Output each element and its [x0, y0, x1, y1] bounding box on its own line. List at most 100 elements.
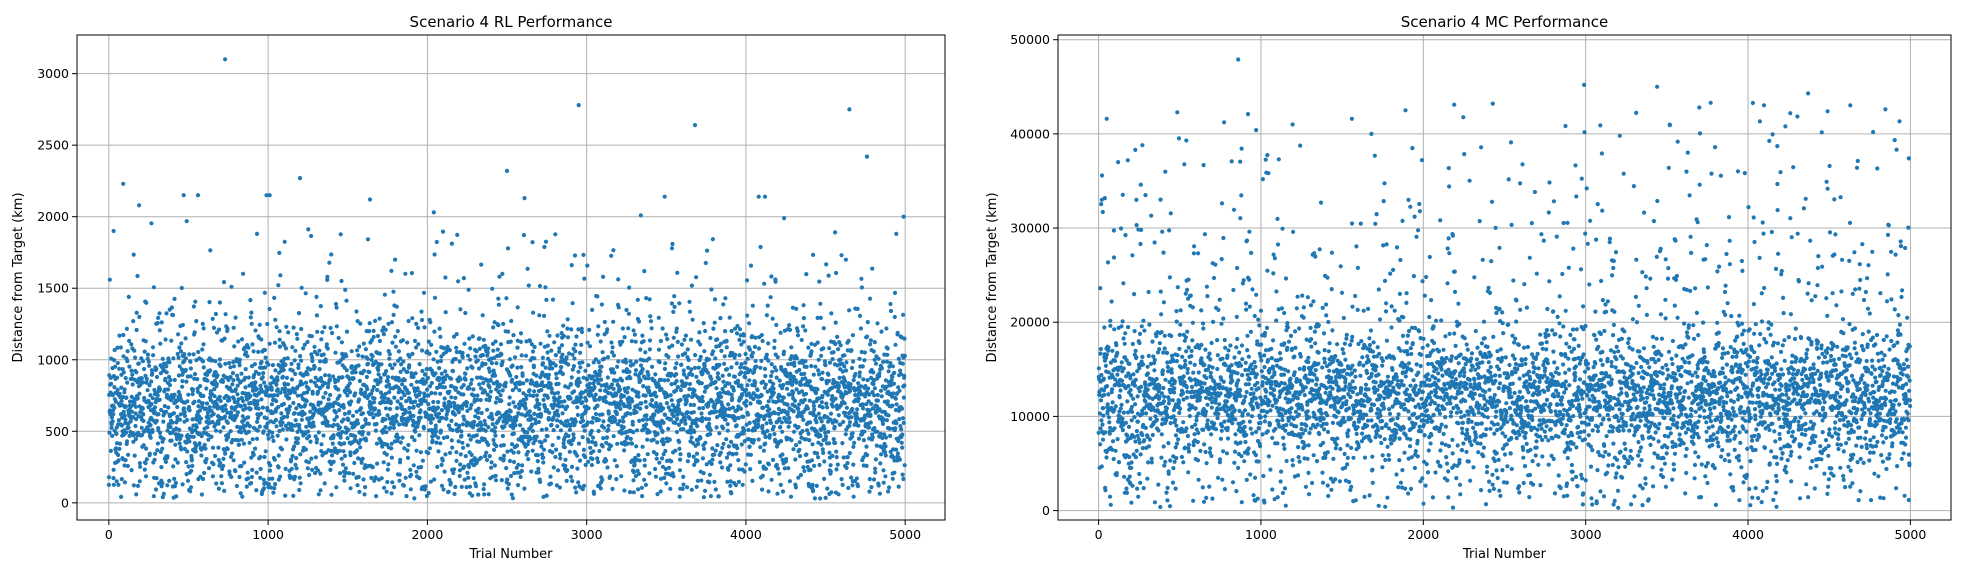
rl-data-point	[242, 460, 247, 465]
rl-data-point	[117, 446, 122, 451]
rl-data-point	[748, 452, 754, 457]
rl-data-point	[717, 391, 723, 396]
rl-data-point	[802, 468, 807, 474]
rl-data-point	[575, 466, 580, 471]
rl-data-point	[341, 405, 346, 410]
rl-data-point	[760, 473, 765, 478]
rl-data-point	[791, 447, 796, 452]
rl-data-point	[131, 439, 136, 444]
rl-data-point	[489, 460, 494, 465]
rl-data-point	[690, 372, 695, 377]
rl-data-point	[173, 442, 178, 447]
rl-data-point	[636, 487, 641, 492]
rl-data-point	[558, 428, 564, 433]
rl-data-point	[281, 401, 286, 406]
rl-data-point	[851, 359, 856, 364]
rl-data-point	[447, 450, 453, 455]
rl-data-point	[691, 402, 697, 408]
rl-data-point	[179, 285, 184, 291]
rl-data-point	[768, 295, 773, 300]
rl-data-point	[640, 367, 645, 372]
rl-data-point	[358, 437, 363, 443]
rl-data-point	[793, 485, 799, 490]
rl-data-point	[828, 411, 834, 416]
rl-data-point	[823, 363, 828, 368]
rl-data-point	[814, 420, 819, 425]
rl-data-point	[244, 484, 249, 489]
rl-data-point	[499, 352, 504, 357]
rl-data-point	[731, 388, 736, 393]
rl-data-point	[264, 416, 269, 421]
rl-data-point	[526, 283, 531, 288]
rl-data-point	[350, 413, 356, 418]
rl-data-point	[893, 426, 898, 431]
rl-data-point	[219, 474, 224, 479]
rl-data-point	[532, 356, 537, 361]
rl-data-point	[857, 370, 862, 375]
rl-data-point	[154, 374, 160, 380]
rl-data-point	[833, 440, 838, 445]
rl-data-point	[824, 401, 829, 406]
rl-data-point	[713, 448, 718, 453]
rl-data-point	[871, 370, 876, 375]
rl-data-point	[595, 403, 600, 408]
rl-data-point	[843, 432, 848, 437]
rl-data-point	[494, 361, 499, 366]
rl-data-point	[674, 372, 679, 377]
rl-data-point	[398, 457, 403, 462]
rl-data-point	[354, 448, 360, 453]
rl-data-point	[606, 427, 611, 432]
rl-data-point	[450, 445, 455, 450]
rl-data-point	[137, 479, 142, 484]
rl-data-point	[275, 433, 280, 438]
rl-data-point	[829, 490, 834, 495]
rl-data-point	[265, 321, 270, 327]
rl-data-point	[393, 334, 398, 339]
rl-data-point	[750, 350, 756, 355]
rl-data-point	[276, 404, 281, 410]
rl-data-point	[539, 387, 544, 393]
rl-data-point	[170, 420, 175, 425]
rl-data-point	[547, 410, 552, 415]
rl-data-point	[381, 460, 386, 465]
rl-data-point	[690, 317, 695, 322]
rl-data-point	[129, 468, 134, 473]
rl-data-point	[318, 488, 323, 493]
rl-data-point	[825, 392, 831, 397]
rl-data-point	[351, 471, 356, 476]
rl-data-point	[901, 476, 906, 482]
rl-data-point	[593, 442, 598, 447]
rl-data-point	[748, 467, 753, 472]
rl-data-point	[869, 401, 874, 407]
rl-data-point	[160, 356, 165, 361]
rl-data-point	[363, 418, 368, 423]
rl-data-point	[507, 458, 513, 464]
rl-data-point	[797, 440, 802, 445]
rl-data-point	[814, 483, 819, 488]
rl-data-point	[212, 394, 217, 399]
rl-data-point	[471, 423, 476, 428]
rl-data-point	[391, 289, 396, 294]
rl-data-point	[545, 434, 550, 439]
rl-data-point	[439, 462, 444, 467]
rl-data-point	[245, 470, 250, 475]
rl-data-point	[498, 393, 503, 398]
rl-data-point	[355, 483, 360, 488]
rl-data-point	[254, 488, 259, 493]
rl-data-point	[583, 368, 588, 373]
rl-data-point	[565, 317, 570, 322]
rl-data-point	[481, 487, 486, 492]
rl-data-point	[871, 477, 877, 482]
rl-data-point	[522, 486, 527, 491]
rl-data-point	[615, 364, 620, 369]
rl-data-point	[833, 396, 838, 401]
rl-data-point	[778, 424, 783, 430]
rl-data-point	[823, 434, 829, 439]
rl-data-point	[839, 477, 844, 482]
rl-data-point	[611, 386, 616, 391]
rl-data-point	[172, 377, 177, 383]
rl-data-point	[129, 409, 134, 414]
rl-data-point	[365, 387, 370, 392]
rl-data-point	[334, 414, 339, 419]
rl-data-point	[786, 424, 791, 429]
